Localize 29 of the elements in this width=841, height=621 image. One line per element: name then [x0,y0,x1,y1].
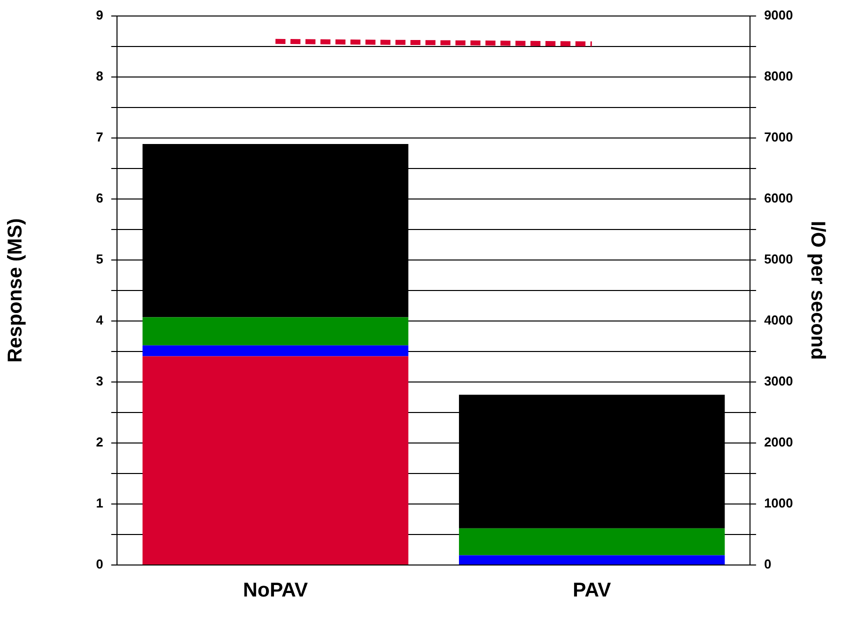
y2-tick-label: 4000 [764,312,793,328]
y2-tick-label: 9000 [764,7,793,22]
bar [142,356,408,564]
y2-tick-label: 3000 [764,374,793,389]
x-tick-label: PAV [572,580,612,602]
y2-axis-title: I/O per second [806,220,828,360]
bar [458,555,725,564]
y-axis-title: Response (MS) [4,218,27,363]
bar [458,528,725,556]
bar [142,317,408,346]
y-tick-label: 5 [96,251,104,266]
y-tick-label: 3 [96,374,104,389]
y-tick-label: 8 [96,68,104,84]
y2-tick-label: 2000 [764,434,793,450]
y-tick-label: 2 [96,434,104,450]
y-tick-label: 0 [96,556,104,572]
y-tick-label: 7 [96,129,104,144]
y2-tick-label: 1000 [764,496,793,511]
y2-tick-label: 7000 [764,129,793,144]
y-tick-label: 1 [96,496,104,511]
y2-tick-label: 6000 [764,190,793,206]
bar [142,345,408,356]
y-tick-label: 6 [96,190,104,206]
y-tick-label: 9 [96,7,104,22]
y-tick-label: 4 [96,312,104,328]
y2-tick-label: 8000 [764,68,793,84]
y2-tick-label: 0 [764,556,772,572]
y2-tick-label: 5000 [764,251,793,266]
x-tick-label: NoPAV [243,580,309,602]
